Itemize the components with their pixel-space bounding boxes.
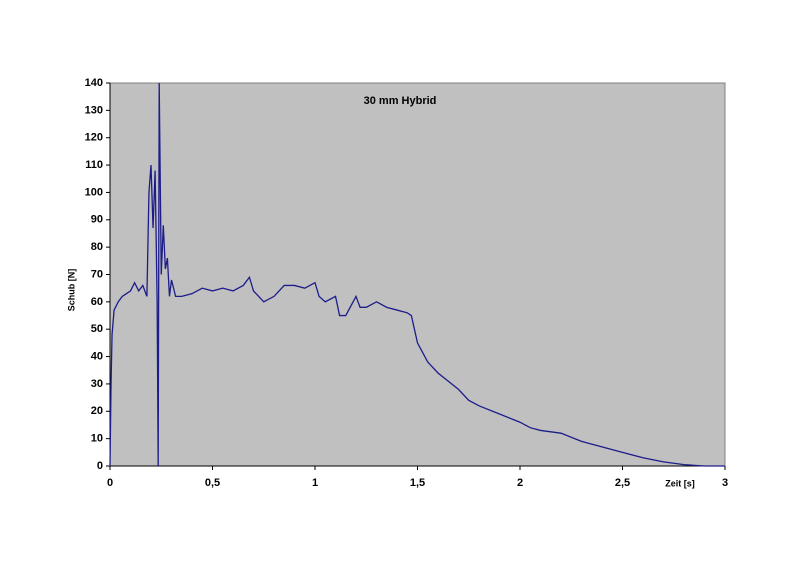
x-tick-label: 3 [722,477,728,489]
x-tick-label: 0,5 [205,477,220,489]
y-tick-label: 10 [91,433,103,445]
y-tick-label: 100 [85,186,103,198]
y-tick-label: 110 [85,159,103,171]
plot-area [109,82,726,467]
y-tick-label: 140 [85,77,103,89]
y-axis-label: Schub [N] [66,269,76,312]
x-tick-label: 2,5 [615,477,630,489]
x-tick-label: 1,5 [410,477,425,489]
y-tick-label: 120 [85,132,103,144]
y-tick-label: 60 [91,296,103,308]
y-tick-label: 40 [91,350,103,362]
y-tick-label: 70 [91,268,103,280]
y-tick-label: 0 [97,460,103,472]
x-axis-label: Zeit [s] [665,478,695,488]
y-tick-label: 90 [91,214,103,226]
y-tick-label: 80 [91,241,103,253]
x-tick-label: 1 [312,477,318,489]
x-tick-label: 2 [517,477,523,489]
chart-title: 30 mm Hybrid [364,95,437,107]
y-tick-label: 20 [91,405,103,417]
y-tick-label: 130 [85,104,103,116]
data-line [109,82,725,467]
y-tick-label: 30 [91,378,103,390]
x-tick-label: 0 [107,477,113,489]
y-tick-label: 50 [91,323,103,335]
